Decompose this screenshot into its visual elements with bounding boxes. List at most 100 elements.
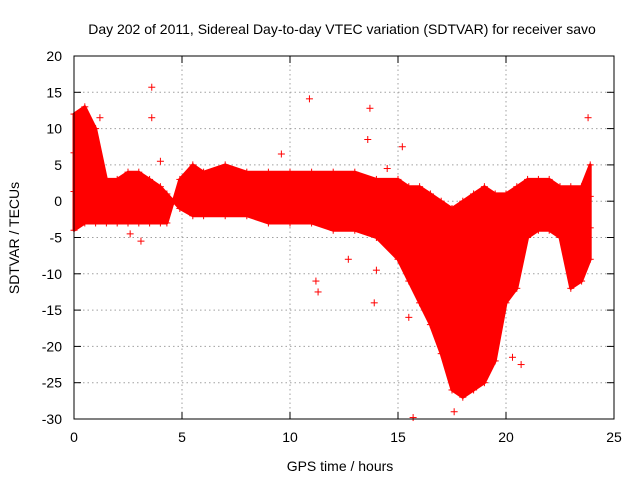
data-point [351,188,359,196]
data-point [102,190,110,198]
data-point [437,248,445,256]
data-point [405,183,413,191]
data-point [124,202,132,210]
data-point [545,226,553,234]
data-point [113,175,121,183]
data-point [113,190,121,198]
data-point [135,219,143,227]
data-point [329,168,337,176]
data-point [426,277,434,285]
data-point [135,185,143,193]
data-point [135,168,143,176]
data-point [163,190,171,198]
data-point [448,325,456,333]
data-point [344,255,352,263]
data-point [221,161,229,169]
x-tick-label: 5 [178,429,186,445]
data-point [200,212,208,220]
x-axis-label: GPS time / hours [287,458,394,474]
data-point [383,165,391,173]
data-point [578,214,586,222]
data-point [113,219,121,227]
data-point [405,214,413,222]
data-point [394,202,402,210]
data-point [189,178,197,186]
data-point [416,299,424,307]
data-point [189,195,197,203]
data-point [156,207,164,215]
data-point [372,266,380,274]
data-point [243,168,251,176]
data-point [163,209,171,217]
data-point [156,219,164,227]
data-point [502,226,510,234]
data-point [329,226,337,234]
data-point [480,313,488,321]
data-point [364,135,372,143]
data-point [524,234,532,241]
data-point [502,263,510,271]
data-point [81,219,89,227]
data-point [448,386,456,394]
data-point [437,197,445,205]
data-point [351,207,359,215]
data-point [92,156,100,164]
data-point [329,188,337,196]
data-point [448,204,456,212]
data-point [416,260,424,268]
data-point [450,408,458,416]
y-tick-label: -20 [42,338,62,354]
y-tick-label: 0 [54,193,62,209]
data-point [135,202,143,210]
data-point [586,192,594,200]
data-point [102,175,110,183]
data-point [264,219,272,227]
data-point [567,250,575,258]
data-point [508,353,516,361]
data-point [502,190,510,198]
data-point [426,234,434,241]
data-point [534,226,542,234]
data-point [545,209,553,217]
data-point [148,83,156,91]
data-point [308,185,316,193]
data-point [556,217,564,225]
y-tick-label: -5 [50,230,63,246]
x-tick-label: 25 [606,429,622,445]
data-point [163,219,171,227]
data-point [372,214,380,222]
data-point [176,175,184,183]
data-point [102,219,110,227]
data-layer [70,83,594,422]
data-point [366,104,374,112]
data-point [524,175,532,183]
data-point [124,219,132,227]
data-point [92,219,100,227]
data-point [221,195,229,203]
plot-border [73,55,615,420]
y-tick-label: -10 [42,266,62,282]
data-point [416,221,424,229]
data-point [264,168,272,176]
data-point [146,175,154,183]
data-point [92,188,100,196]
data-point [405,313,413,321]
data-point [113,204,121,212]
data-point [200,197,208,205]
data-point [567,217,575,225]
data-point [126,230,134,238]
data-point [448,265,456,273]
data-point [314,288,322,296]
data-point [491,357,499,365]
data-point [578,246,586,254]
data-point [470,255,478,263]
data-point [437,350,445,358]
data-point [351,226,359,234]
data-point [163,200,171,208]
data-point [584,114,592,122]
data-point [221,178,229,186]
grid [73,55,615,420]
data-point [480,183,488,191]
